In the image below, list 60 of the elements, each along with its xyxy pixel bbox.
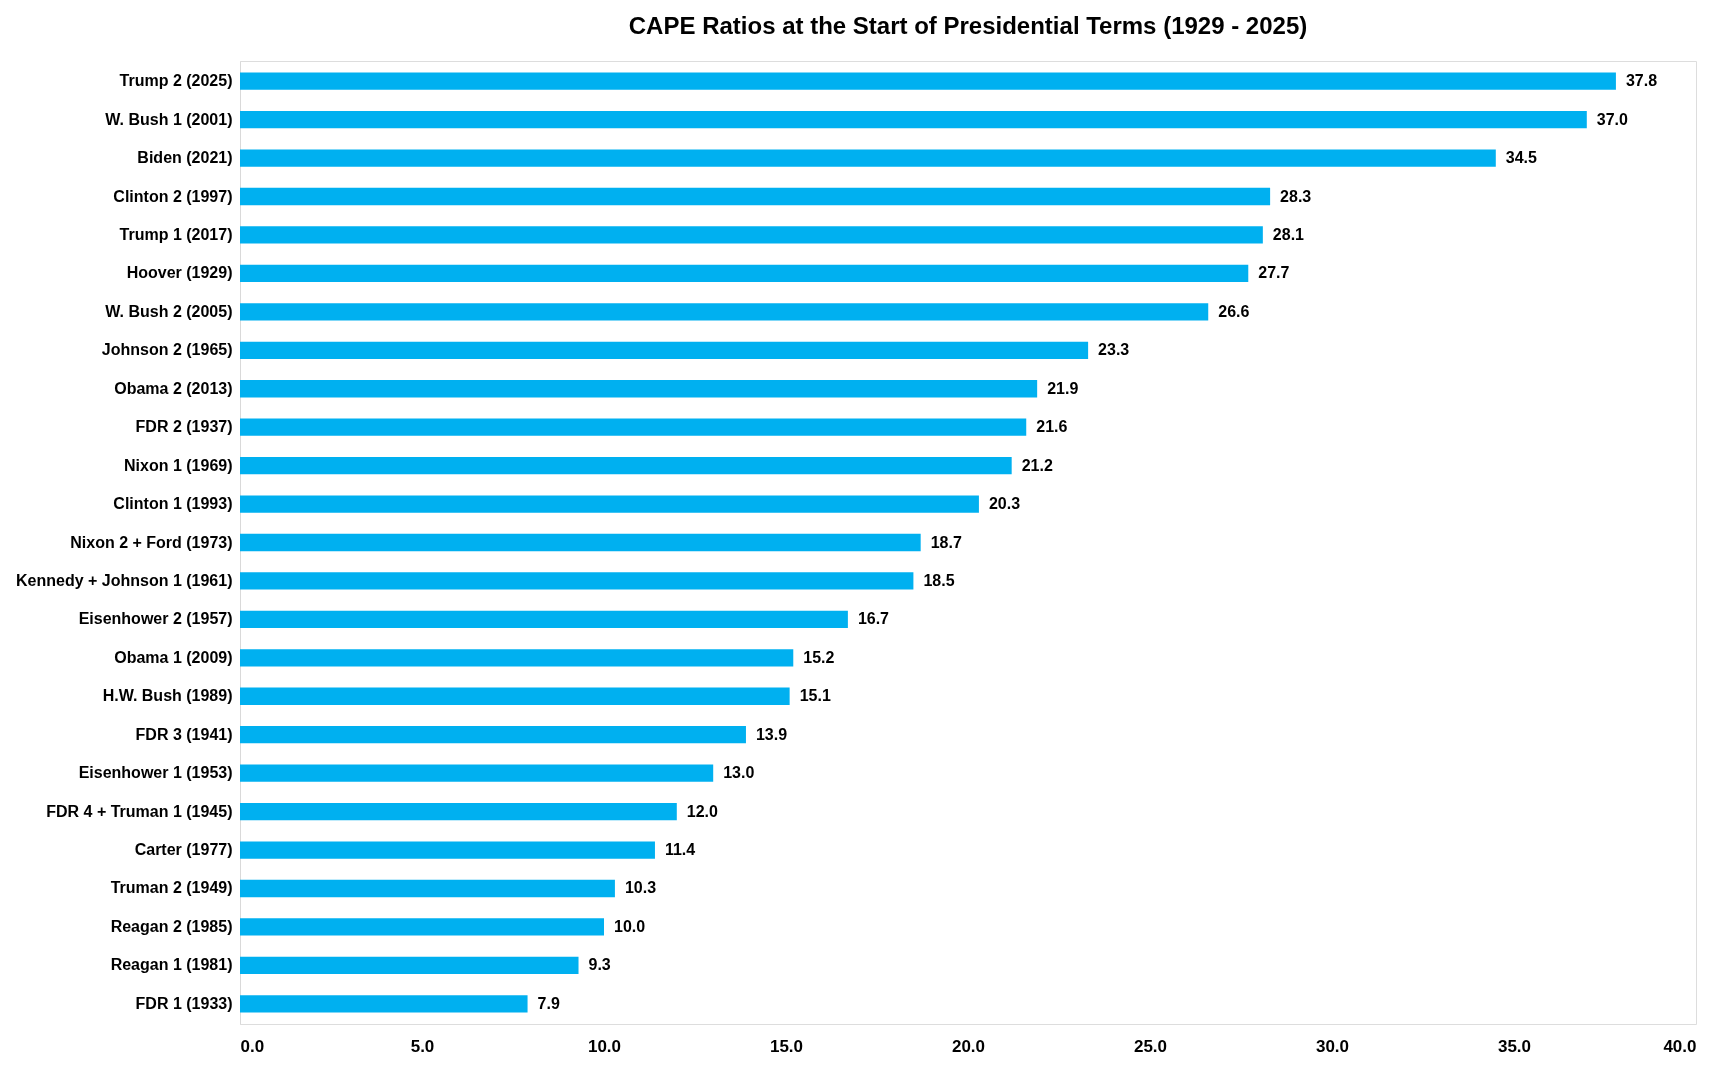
y-tick-label: Eisenhower 2 (1957): [78, 610, 233, 628]
data-label: 16.7: [857, 610, 890, 628]
data-label: 23.3: [1098, 341, 1130, 359]
y-tick-label: Truman 2 (1949): [110, 879, 233, 897]
x-tick-label: 40.0: [1663, 1036, 1697, 1056]
y-tick-label: W. Bush 2 (2005): [105, 302, 233, 320]
x-tick-label: 0.0: [240, 1036, 265, 1056]
y-tick-label: Eisenhower 1 (1953): [78, 764, 233, 782]
y-tick-label: FDR 1 (1933): [135, 994, 233, 1012]
data-label: 9.3: [588, 956, 611, 974]
data-label: 15.2: [803, 648, 835, 666]
y-tick-label: Biden (2021): [137, 149, 233, 167]
data-label: 27.7: [1258, 264, 1290, 282]
y-tick-label: Trump 2 (2025): [119, 72, 233, 90]
y-tick-label: Clinton 2 (1997): [113, 187, 233, 205]
data-label: 28.3: [1280, 187, 1312, 205]
x-tick-label: 5.0: [410, 1036, 435, 1056]
data-label: 10.0: [614, 917, 646, 935]
data-label: 18.5: [923, 571, 955, 589]
x-tick-label: 35.0: [1497, 1036, 1532, 1056]
y-tick-label: W. Bush 1 (2001): [105, 110, 233, 128]
y-tick-label: Nixon 2 + Ford (1973): [70, 533, 233, 551]
y-tick-label: Clinton 1 (1993): [113, 495, 233, 513]
y-tick-label: Johnson 2 (1965): [101, 341, 233, 359]
x-tick-label: 25.0: [1133, 1036, 1168, 1056]
x-tick-label: 15.0: [769, 1036, 804, 1056]
data-label: 12.0: [686, 802, 719, 820]
y-tick-label: Obama 1 (2009): [114, 648, 233, 666]
data-label: 10.3: [624, 879, 657, 897]
y-tick-label: FDR 3 (1941): [135, 725, 233, 743]
data-label: 21.9: [1047, 379, 1079, 397]
data-label: 20.3: [988, 495, 1021, 513]
y-tick-label: Kennedy + Johnson 1 (1961): [15, 571, 233, 589]
data-label: 7.9: [537, 994, 560, 1012]
x-tick-label: 20.0: [951, 1036, 986, 1056]
data-label: 28.1: [1272, 225, 1305, 243]
data-label: 26.6: [1218, 302, 1250, 320]
y-tick-label: H.W. Bush (1989): [102, 687, 233, 705]
y-tick-label: Reagan 2 (1985): [110, 917, 233, 935]
y-tick-label: FDR 4 + Truman 1 (1945): [46, 802, 233, 820]
x-tick-label: 10.0: [587, 1036, 622, 1056]
data-label: 37.8: [1625, 72, 1658, 90]
y-tick-label: Hoover (1929): [126, 264, 233, 282]
y-tick-label: Reagan 1 (1981): [110, 956, 233, 974]
y-tick-label: Trump 1 (2017): [119, 225, 233, 243]
data-label: 18.7: [930, 533, 962, 551]
data-label: 21.6: [1036, 418, 1068, 436]
x-tick-label: 30.0: [1315, 1036, 1350, 1056]
data-label: 34.5: [1505, 149, 1538, 167]
data-label: 11.4: [664, 841, 696, 859]
y-tick-label: FDR 2 (1937): [135, 418, 233, 436]
data-label: 13.0: [723, 764, 755, 782]
data-label: 37.0: [1596, 110, 1629, 128]
data-label: 21.2: [1021, 456, 1053, 474]
y-tick-label: Nixon 1 (1969): [124, 456, 233, 474]
y-tick-label: Obama 2 (2013): [114, 379, 233, 397]
y-tick-label: Carter (1977): [134, 841, 233, 859]
data-label: 15.1: [799, 687, 831, 705]
chart-title: CAPE Ratios at the Start of Presidential Terms (1929 - 2025): [628, 12, 1308, 39]
data-label: 13.9: [755, 725, 788, 743]
